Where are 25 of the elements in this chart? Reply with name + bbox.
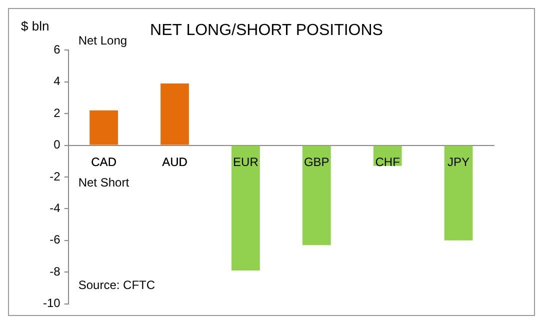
x-tick-label: EUR [233, 154, 259, 169]
x-tick-label: CAD [91, 154, 117, 169]
y-tick-label: -6 [50, 232, 61, 247]
y-tick-label: 4 [54, 74, 61, 88]
text: Net Long [78, 34, 128, 48]
annotation: Net Short [78, 176, 130, 190]
y-tick-label: -8 [50, 264, 61, 278]
y-tick-label: 6 [54, 42, 61, 57]
bar [90, 110, 118, 145]
x-tick-label: AUD [162, 154, 188, 169]
bar [160, 83, 189, 145]
x-tick-label: CHF [375, 154, 400, 169]
x-tick-label: JPY [448, 154, 470, 169]
y-axis-title: $ bln [21, 18, 50, 34]
annotation: Source: CFTC [78, 278, 156, 292]
y-tick-label: 2 [54, 106, 61, 120]
x-tick-label: GBP [304, 154, 330, 169]
y-tick-label: -2 [50, 169, 61, 184]
chart-title: NET LONG/SHORT POSITIONS [150, 22, 383, 40]
y-tick-label: -10 [43, 296, 61, 310]
bar [232, 146, 260, 271]
y-tick-label: 0 [54, 138, 61, 152]
bar [302, 146, 331, 246]
y-tick-label: -4 [50, 201, 61, 216]
bar [444, 146, 473, 240]
